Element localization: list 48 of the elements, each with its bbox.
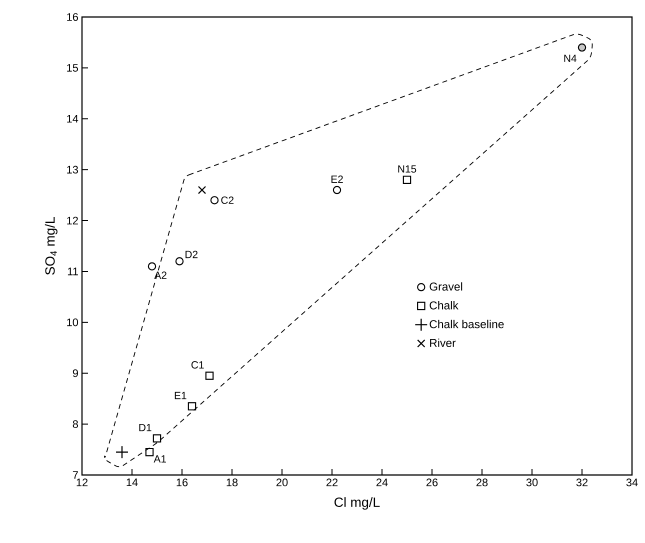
x-tick-label: 18 bbox=[226, 478, 238, 486]
point bbox=[332, 186, 342, 194]
y-axis-title: SO$_{4}$ mg/L bbox=[44, 217, 58, 275]
x-tick-label: 14 bbox=[126, 478, 138, 486]
y-tick-label: 9 bbox=[72, 369, 78, 378]
point bbox=[578, 43, 586, 52]
point bbox=[148, 262, 156, 270]
point bbox=[188, 402, 196, 410]
annotation: E2 bbox=[331, 176, 343, 183]
y-tick-label: 10 bbox=[67, 318, 78, 326]
y-tick-label: 7 bbox=[72, 471, 78, 479]
y-tick-label: 12 bbox=[67, 216, 78, 224]
y-tick-label: 8 bbox=[72, 420, 78, 428]
y-tick-label: 15 bbox=[67, 64, 78, 72]
point bbox=[152, 434, 162, 442]
x-tick-label: 22 bbox=[326, 478, 338, 486]
y-tick-label: 11 bbox=[68, 268, 78, 276]
x-tick-label: 28 bbox=[476, 478, 488, 486]
annotation: N15 bbox=[398, 165, 416, 173]
point bbox=[205, 372, 214, 380]
x-tick-label: 26 bbox=[426, 478, 438, 486]
x-axis-title: Cl mg/L bbox=[334, 497, 380, 510]
legend-label: Chalk bbox=[430, 301, 458, 310]
x-tick-label: 34 bbox=[626, 478, 638, 486]
x-tick-label: 24 bbox=[376, 478, 388, 486]
legend-label: River bbox=[430, 338, 456, 348]
x-tick-label: 20 bbox=[276, 478, 288, 486]
legend-label: Chalk baseline bbox=[430, 320, 504, 328]
annotation: A1 bbox=[154, 455, 166, 462]
annotation: C2 bbox=[221, 196, 234, 204]
point bbox=[115, 446, 129, 459]
annotation: C1 bbox=[191, 361, 204, 369]
x-tick-label: 30 bbox=[526, 478, 538, 486]
x-tick-label: 32 bbox=[576, 478, 588, 486]
y-tick-label: 13 bbox=[67, 166, 78, 174]
x-tick-label: 16 bbox=[176, 478, 188, 486]
point bbox=[175, 257, 184, 266]
annotation: D2 bbox=[186, 250, 198, 258]
y-tick-label: 14 bbox=[67, 115, 78, 123]
annotation: E1 bbox=[174, 392, 186, 400]
annotation: A2 bbox=[154, 272, 166, 279]
annotation: D1 bbox=[139, 424, 152, 432]
point bbox=[402, 176, 412, 184]
legend-label: Gravel bbox=[430, 282, 462, 291]
annotation: N4 bbox=[564, 54, 576, 62]
point bbox=[210, 196, 219, 204]
y-tick-label: 16 bbox=[67, 13, 78, 21]
point bbox=[198, 186, 206, 194]
